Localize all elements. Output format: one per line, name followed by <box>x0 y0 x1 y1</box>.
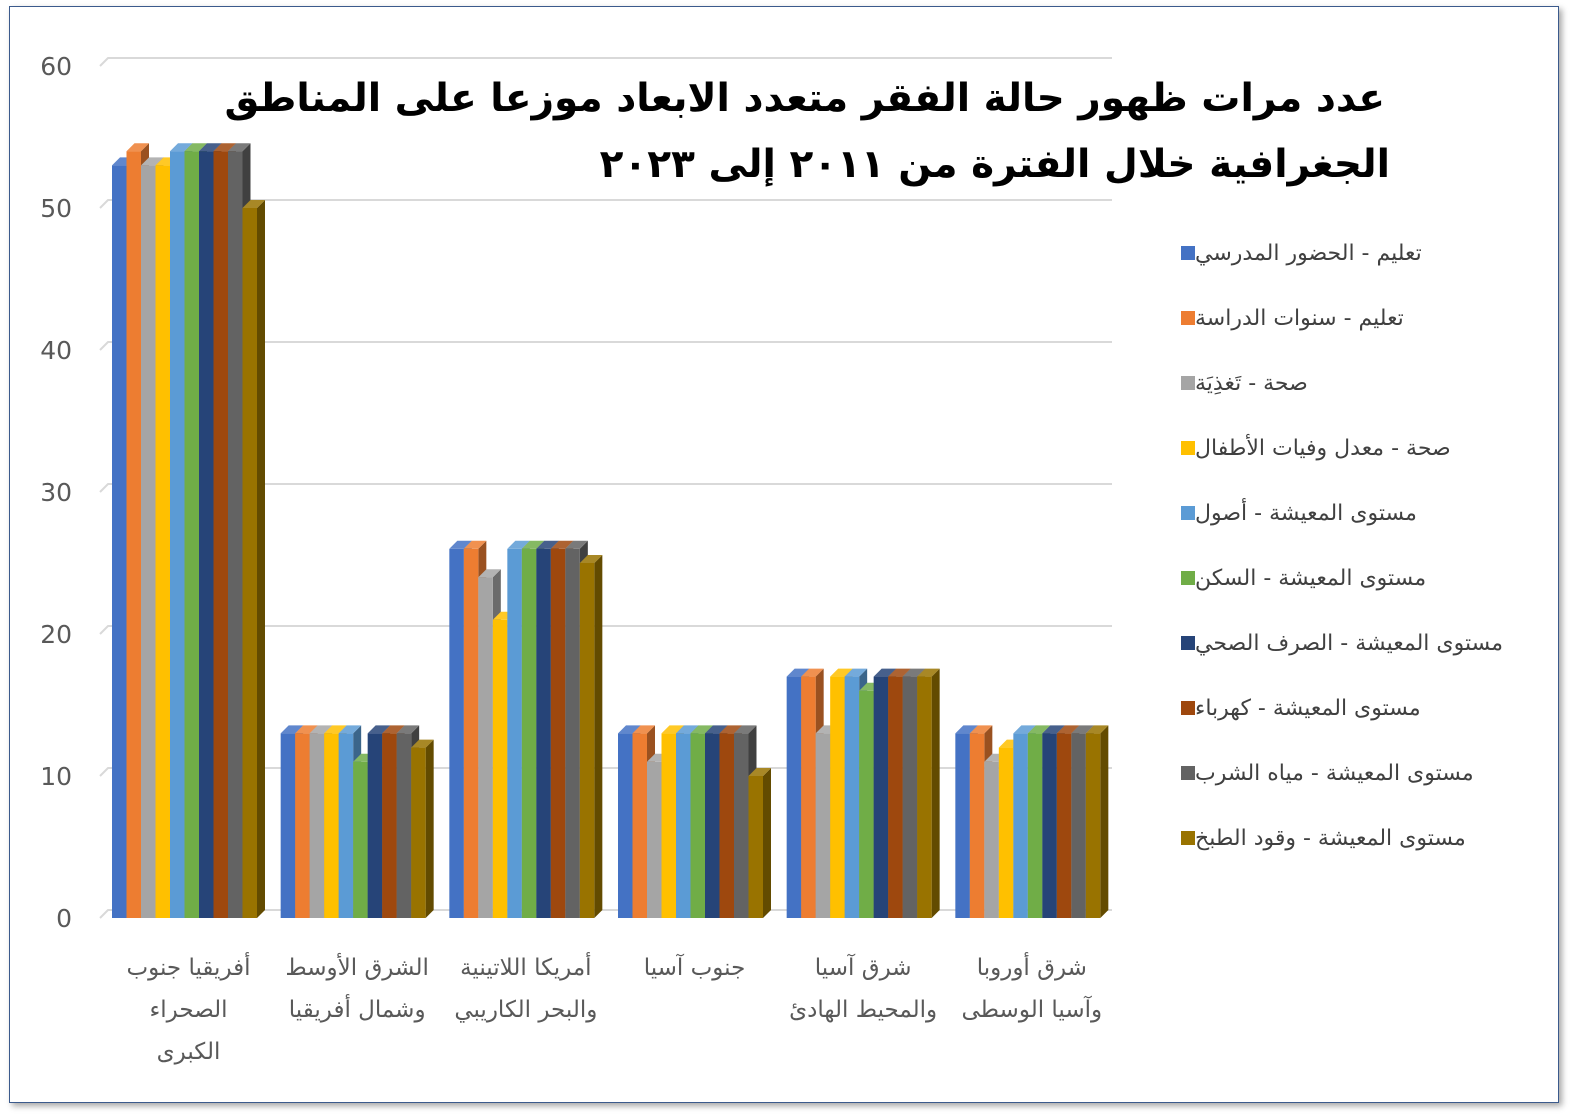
gridline <box>99 767 1112 777</box>
legend-swatch <box>1181 311 1195 325</box>
gridline <box>99 909 1112 919</box>
legend-swatch <box>1181 766 1195 780</box>
legend-item: صحة - تَغذِيَة <box>1175 368 1545 398</box>
bar <box>748 768 771 918</box>
gridline <box>99 199 1112 209</box>
bar <box>411 739 434 918</box>
y-tick-label: 20 <box>40 620 72 649</box>
legend-swatch <box>1181 441 1195 455</box>
x-tick-label: جنوب آسيا <box>644 953 746 981</box>
legend-item: مستوى المعيشة - السكن <box>1175 563 1545 593</box>
gridline <box>99 341 1112 351</box>
y-tick-label: 30 <box>40 478 72 507</box>
legend-swatch <box>1181 571 1195 585</box>
legend-swatch <box>1181 246 1195 260</box>
legend-item: مستوى المعيشة - كهرباء <box>1175 693 1545 723</box>
legend-label: مستوى المعيشة - وقود الطبخ <box>1195 825 1466 851</box>
legend-label: مستوى المعيشة - مياه الشرب <box>1195 760 1474 786</box>
legend-swatch <box>1181 636 1195 650</box>
legend-item: مستوى المعيشة - وقود الطبخ <box>1175 823 1545 853</box>
legend-item: مستوى المعيشة - الصرف الصحي <box>1175 628 1545 658</box>
legend-swatch <box>1181 831 1195 845</box>
y-tick-label: 0 <box>56 904 72 933</box>
y-tick-label: 60 <box>40 52 72 81</box>
legend-label: تعليم - الحضور المدرسي <box>1195 240 1422 266</box>
legend-label: مستوى المعيشة - كهرباء <box>1195 695 1421 721</box>
bar <box>579 555 603 918</box>
bar <box>917 668 940 918</box>
bar <box>242 200 265 918</box>
gridline <box>99 57 1112 67</box>
x-axis-labels: أفريقيا جنوب الصحراء الكبرى الشرق الأوسط وشم… <box>126 952 1102 1065</box>
y-tick-label: 10 <box>40 762 72 791</box>
x-tick-label: أمريكا اللاتينية والبحر الكاريبي <box>454 952 597 1023</box>
legend-item: مستوى المعيشة - أصول <box>1175 498 1545 528</box>
y-tick-label: 50 <box>40 194 72 223</box>
legend-label: مستوى المعيشة - السكن <box>1195 565 1427 591</box>
legend-item: تعليم - الحضور المدرسي <box>1175 238 1545 268</box>
legend-item: مستوى المعيشة - مياه الشرب <box>1175 758 1545 788</box>
gridline <box>99 483 1112 493</box>
legend-label: تعليم - سنوات الدراسة <box>1195 305 1404 331</box>
legend-swatch <box>1181 701 1195 715</box>
x-tick-label: شرق أوروبا وآسيا الوسطى <box>962 952 1103 1023</box>
y-axis: 0 10 20 30 40 50 60 <box>40 52 72 933</box>
gridline <box>99 625 1112 635</box>
legend-label: مستوى المعيشة - الصرف الصحي <box>1195 630 1504 656</box>
chart-title-line-2: الجغرافية خلال الفترة من ٢٠١١ إلى ٢٠٢٣ <box>595 138 1394 192</box>
chart-title-line-1: عدد مرات ظهور حالة الفقر متعدد الابعاد م… <box>220 72 1389 126</box>
legend-label: مستوى المعيشة - أصول <box>1195 500 1417 526</box>
y-tick-label: 40 <box>40 336 72 365</box>
legend-item: صحة - معدل وفيات الأطفال <box>1175 433 1545 463</box>
legend-label: صحة - تَغذِيَة <box>1195 370 1308 396</box>
x-tick-label: أفريقيا جنوب الصحراء الكبرى <box>126 952 250 1065</box>
x-tick-label: شرق آسيا والمحيط الهادئ <box>789 953 937 1023</box>
legend-label: صحة - معدل وفيات الأطفال <box>1195 435 1451 461</box>
x-tick-label: الشرق الأوسط وشمال أفريقيا <box>285 953 428 1023</box>
legend-swatch <box>1181 506 1195 520</box>
legend-item: تعليم - سنوات الدراسة <box>1175 303 1545 333</box>
gridlines <box>99 57 1112 919</box>
bar <box>1085 725 1109 918</box>
bars <box>112 143 1109 918</box>
legend-swatch <box>1181 376 1195 390</box>
